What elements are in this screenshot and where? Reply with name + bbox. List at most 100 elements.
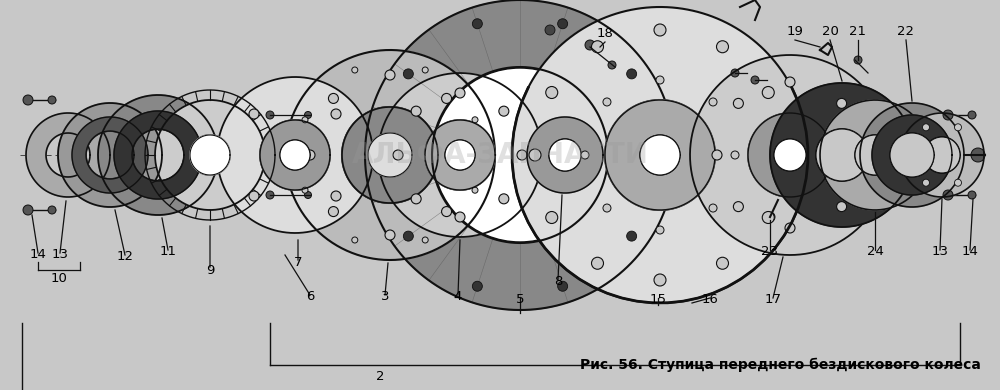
Text: 14: 14: [30, 248, 46, 261]
Text: 3: 3: [381, 290, 389, 303]
Polygon shape: [114, 111, 202, 199]
Circle shape: [442, 207, 452, 216]
Text: 11: 11: [160, 245, 176, 258]
Circle shape: [23, 205, 33, 215]
Polygon shape: [217, 77, 373, 233]
Circle shape: [377, 150, 387, 160]
Circle shape: [954, 179, 962, 186]
Circle shape: [280, 140, 310, 170]
Circle shape: [716, 257, 728, 269]
Circle shape: [816, 129, 868, 181]
Text: 7: 7: [294, 257, 302, 269]
Circle shape: [558, 19, 568, 29]
Circle shape: [837, 98, 847, 108]
Polygon shape: [72, 117, 148, 193]
Text: 12: 12: [116, 250, 134, 263]
Polygon shape: [527, 117, 603, 193]
Polygon shape: [190, 135, 230, 175]
Circle shape: [266, 191, 274, 199]
Circle shape: [331, 191, 341, 201]
Circle shape: [922, 124, 930, 131]
Circle shape: [954, 124, 962, 131]
Circle shape: [385, 230, 395, 240]
Circle shape: [640, 135, 680, 175]
Circle shape: [422, 237, 428, 243]
Circle shape: [472, 187, 478, 193]
Circle shape: [546, 87, 558, 99]
Circle shape: [352, 67, 358, 73]
Polygon shape: [860, 103, 964, 207]
Circle shape: [922, 179, 930, 186]
Text: 23: 23: [762, 245, 778, 258]
Circle shape: [656, 76, 664, 84]
Text: АЛЬФА-ЗАПЧАСТИ: АЛЬФА-ЗАПЧАСТИ: [352, 141, 648, 169]
Circle shape: [943, 110, 953, 120]
Circle shape: [328, 94, 338, 103]
Circle shape: [266, 111, 274, 119]
Circle shape: [304, 112, 312, 119]
Circle shape: [627, 69, 637, 79]
Circle shape: [545, 25, 555, 35]
Polygon shape: [26, 113, 110, 197]
Circle shape: [968, 191, 976, 199]
Text: 13: 13: [52, 248, 68, 261]
Text: 19: 19: [787, 25, 803, 38]
Text: 4: 4: [454, 290, 462, 303]
Circle shape: [627, 231, 637, 241]
Circle shape: [968, 111, 976, 119]
Text: 22: 22: [898, 25, 914, 38]
Circle shape: [733, 202, 743, 212]
Circle shape: [403, 231, 413, 241]
Circle shape: [716, 41, 728, 53]
Circle shape: [455, 88, 465, 98]
Circle shape: [709, 98, 717, 106]
Text: 24: 24: [867, 245, 883, 258]
Circle shape: [592, 41, 604, 53]
Text: 13: 13: [932, 245, 948, 258]
Circle shape: [472, 19, 482, 29]
Circle shape: [304, 191, 312, 199]
Polygon shape: [748, 113, 832, 197]
Text: 2: 2: [376, 370, 384, 383]
Polygon shape: [98, 95, 218, 215]
Circle shape: [731, 151, 739, 159]
Circle shape: [585, 40, 595, 50]
Circle shape: [581, 151, 589, 159]
Text: 5: 5: [516, 293, 524, 306]
Circle shape: [751, 76, 759, 84]
Circle shape: [305, 150, 315, 160]
Circle shape: [603, 98, 611, 106]
Polygon shape: [58, 103, 162, 207]
Text: 15: 15: [650, 293, 666, 306]
Circle shape: [331, 109, 341, 119]
Polygon shape: [605, 100, 715, 210]
Circle shape: [854, 56, 862, 64]
Circle shape: [249, 191, 259, 201]
Text: 10: 10: [51, 272, 67, 285]
Circle shape: [774, 139, 806, 171]
Circle shape: [603, 204, 611, 212]
Circle shape: [393, 150, 403, 160]
Circle shape: [924, 137, 960, 173]
Circle shape: [499, 106, 509, 116]
Circle shape: [352, 237, 358, 243]
Circle shape: [731, 69, 739, 77]
Circle shape: [558, 281, 568, 291]
Text: Рис. 56. Ступица переднего бездискового колеса: Рис. 56. Ступица переднего бездискового …: [580, 358, 980, 372]
Circle shape: [411, 194, 421, 204]
Circle shape: [943, 190, 953, 200]
Circle shape: [472, 117, 478, 123]
Circle shape: [403, 69, 413, 79]
Polygon shape: [872, 115, 952, 195]
Text: 20: 20: [822, 25, 838, 38]
Circle shape: [890, 133, 934, 177]
Circle shape: [472, 281, 482, 291]
Circle shape: [653, 150, 663, 160]
Circle shape: [785, 77, 795, 87]
Polygon shape: [512, 7, 808, 303]
Circle shape: [422, 67, 428, 73]
Circle shape: [442, 94, 452, 103]
Circle shape: [249, 109, 259, 119]
Circle shape: [529, 149, 541, 161]
Circle shape: [48, 206, 56, 214]
